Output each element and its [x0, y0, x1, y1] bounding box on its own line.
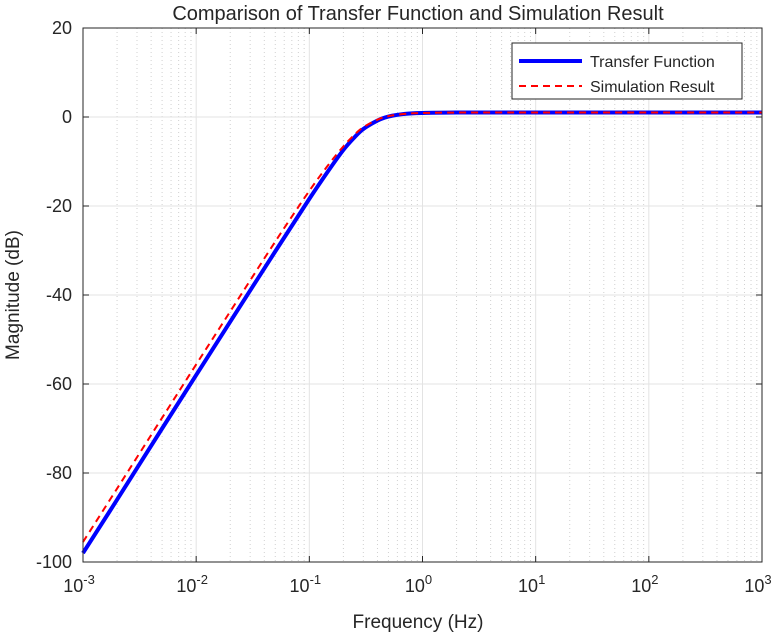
- y-tick-label: 20: [52, 18, 72, 38]
- x-tick-label: 10-3: [63, 572, 95, 596]
- legend: Transfer Function Simulation Result: [511, 42, 743, 100]
- y-tick-label: -20: [46, 196, 72, 216]
- y-tick-labels: 20 0 -20 -40 -60 -80 -100: [36, 18, 72, 572]
- y-axis-label: Magnitude (dB): [3, 230, 24, 360]
- chart-title: Comparison of Transfer Function and Simu…: [172, 3, 664, 25]
- series-layer: [81, 110, 762, 555]
- y-tick-label: -100: [36, 552, 72, 572]
- series-line-simulation-result: [82, 111, 762, 543]
- x-tick-labels: 10-3 10-2 10-1 100 101 102 103: [63, 572, 771, 596]
- x-axis-label: Frequency (Hz): [353, 612, 484, 633]
- x-tick-label: 101: [518, 572, 545, 596]
- y-tick-label: -80: [46, 463, 72, 483]
- axis-ticks: [82, 27, 763, 563]
- x-tick-label: 102: [631, 572, 658, 596]
- y-tick-label: -40: [46, 285, 72, 305]
- legend-box: [511, 42, 743, 100]
- y-tick-label: -60: [46, 374, 72, 394]
- x-tick-label: 10-2: [176, 572, 208, 596]
- x-tick-label: 100: [405, 572, 432, 596]
- legend-label-transfer-function: Transfer Function: [590, 54, 715, 71]
- y-tick-label: 0: [62, 107, 72, 127]
- x-tick-label: 103: [744, 572, 771, 596]
- x-tick-label: 10-1: [290, 572, 322, 596]
- legend-label-simulation-result: Simulation Result: [590, 79, 715, 96]
